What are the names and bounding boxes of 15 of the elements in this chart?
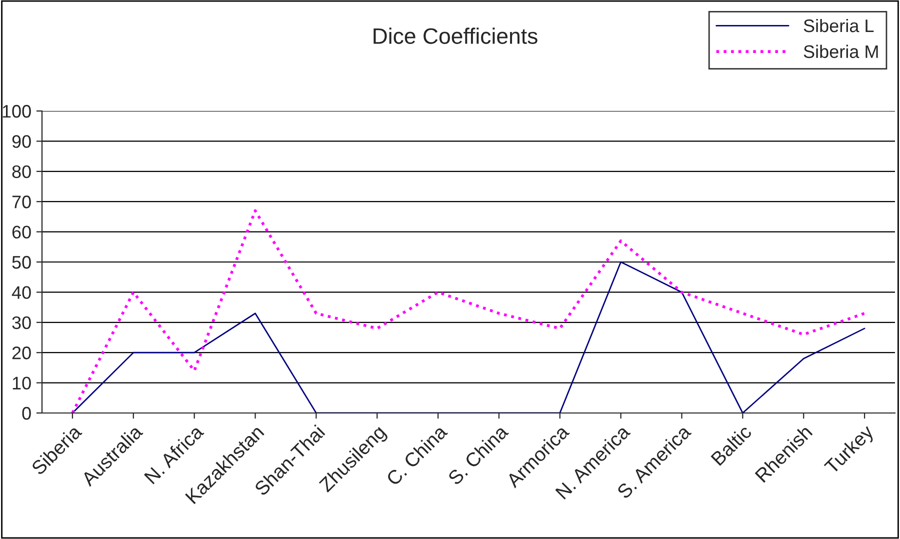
y-tick-label: 100 [2, 104, 31, 118]
legend-label: Siberia L [804, 18, 874, 32]
y-tick-label: 0 [22, 406, 31, 420]
y-tick-label: 50 [12, 256, 31, 269]
y-tick-label: 70 [12, 196, 31, 208]
y-tick-label: 90 [12, 135, 31, 148]
line-series [71, 209, 866, 413]
y-tick-label: 10 [12, 376, 31, 390]
y-tick-label: 20 [12, 346, 31, 360]
y-tick-label: 30 [12, 316, 31, 330]
y-tick-label: 40 [12, 286, 31, 299]
legend-label: Siberia M [804, 44, 878, 58]
y-tick-label: 60 [12, 226, 31, 239]
y-tick-label: 80 [12, 165, 31, 178]
chart-title: Dice Coefficients [374, 28, 538, 44]
